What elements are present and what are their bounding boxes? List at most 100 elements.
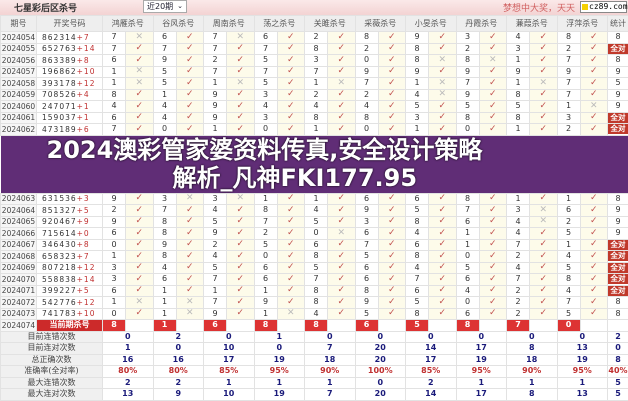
extra-number: +5 <box>77 286 90 295</box>
result-mark-cell: ✓ <box>227 285 255 297</box>
period-select[interactable]: 近20期⌄ <box>143 0 187 13</box>
kill-number-cell: 2 <box>305 89 328 101</box>
column-header: 小旻杀号 <box>406 16 457 32</box>
check-icon: ✓ <box>337 251 345 261</box>
check-icon: ✓ <box>388 66 396 76</box>
result-mark-cell: ✓ <box>328 262 356 274</box>
kill-number-cell: 8 <box>406 43 429 55</box>
kill-number-cell: 6 <box>103 112 126 124</box>
kill-number-cell: 4 <box>507 216 530 228</box>
result-mark-cell: ✕ <box>328 228 356 240</box>
cross-icon: ✕ <box>236 78 244 88</box>
check-icon: ✓ <box>539 228 547 238</box>
kill-number-cell: 1 <box>204 124 227 136</box>
kill-number-cell: 7 <box>254 43 277 55</box>
result-mark-cell: ✕ <box>429 78 457 90</box>
result-mark-cell: ✕ <box>176 193 204 205</box>
check-icon: ✓ <box>539 262 547 272</box>
result-mark-cell: ✓ <box>530 66 558 78</box>
period-cell: 2024054 <box>1 32 37 44</box>
result-mark-cell: ✓ <box>429 32 457 44</box>
result-mark-cell: ✓ <box>126 239 154 251</box>
stats-value: 17 <box>456 389 507 401</box>
kill-number-cell: 4 <box>355 101 378 113</box>
stats-value: 95% <box>557 366 608 378</box>
stats-value: 17 <box>204 354 255 366</box>
result-mark-cell: ✓ <box>277 32 305 44</box>
stats-value: 19 <box>254 354 305 366</box>
result-mark-cell: ✕ <box>530 216 558 228</box>
check-icon: ✓ <box>489 205 497 215</box>
kill-number-cell: 9 <box>355 66 378 78</box>
check-icon: ✓ <box>287 43 295 53</box>
kill-number-cell: 1 <box>557 193 580 205</box>
result-mark-cell: ✓ <box>530 239 558 251</box>
extra-number: +3 <box>77 194 90 203</box>
kill-number-cell: 8 <box>406 308 429 320</box>
kill-number-cell: 2 <box>557 43 580 55</box>
check-icon: ✓ <box>186 205 194 215</box>
kill-number-cell: 1 <box>507 124 530 136</box>
period-cell: 2024064 <box>1 205 37 217</box>
stats-label: 目前连错次数 <box>1 331 103 343</box>
stats-value: 1 <box>305 377 356 389</box>
result-mark-cell: ✓ <box>479 297 507 309</box>
result-mark-cell: ✓ <box>479 285 507 297</box>
kill-number-cell: 5 <box>406 101 429 113</box>
kill-number-cell: 7 <box>103 32 126 44</box>
check-icon: ✓ <box>236 124 244 134</box>
check-icon: ✓ <box>337 101 345 111</box>
stats-value: 0 <box>254 343 305 355</box>
check-icon: ✓ <box>236 239 244 249</box>
kill-number-cell: 8 <box>355 32 378 44</box>
result-mark-cell: ✓ <box>176 112 204 124</box>
extra-number: +7 <box>77 252 90 261</box>
check-icon: ✓ <box>590 285 598 295</box>
draw-number-cell: 558838+14 <box>37 274 103 286</box>
result-mark-cell: ✓ <box>277 262 305 274</box>
stats-total: 0 <box>608 343 628 355</box>
kill-number-cell: 7 <box>507 274 530 286</box>
check-icon: ✓ <box>438 262 446 272</box>
kill-number-cell: 7 <box>355 78 378 90</box>
check-icon: ✓ <box>489 228 497 238</box>
result-mark-cell: ✓ <box>176 251 204 263</box>
kill-number-cell: 8 <box>557 274 580 286</box>
draw-number-cell: 346430+8 <box>37 239 103 251</box>
kill-number-cell: 7 <box>557 78 580 90</box>
kill-number-cell: 1 <box>406 78 429 90</box>
check-icon: ✓ <box>186 78 194 88</box>
draw-number-cell: 658323+7 <box>37 251 103 263</box>
result-mark-cell: ✓ <box>580 78 608 90</box>
extra-number: +12 <box>77 298 96 307</box>
check-icon: ✓ <box>539 66 547 76</box>
check-icon: ✓ <box>135 285 143 295</box>
check-icon: ✓ <box>539 193 547 203</box>
result-mark-cell: ✓ <box>530 308 558 320</box>
all-correct-badge: 全对 <box>608 274 628 284</box>
empty-cell <box>530 320 558 332</box>
result-mark-cell: ✓ <box>176 216 204 228</box>
result-mark-cell: ✕ <box>126 78 154 90</box>
cross-icon: ✕ <box>287 308 295 318</box>
result-mark-cell: ✓ <box>580 193 608 205</box>
result-mark-cell: ✓ <box>328 251 356 263</box>
result-mark-cell: ✓ <box>479 32 507 44</box>
check-icon: ✓ <box>186 124 194 134</box>
kill-number-cell: 5 <box>456 101 479 113</box>
kill-number-cell: 7 <box>153 43 176 55</box>
result-mark-cell: ✓ <box>479 78 507 90</box>
kill-number-cell: 8 <box>153 251 176 263</box>
kill-number-cell: 7 <box>406 274 429 286</box>
site-logo[interactable]: cz89.com <box>580 1 627 13</box>
draw-number-cell: 851327+5 <box>37 205 103 217</box>
kill-number-cell: 0 <box>355 55 378 67</box>
kill-number-cell: 2 <box>507 297 530 309</box>
stats-value: 0 <box>305 331 356 343</box>
result-mark-cell: ✓ <box>378 101 406 113</box>
kill-number-cell: 4 <box>406 228 429 240</box>
result-mark-cell: ✓ <box>580 89 608 101</box>
